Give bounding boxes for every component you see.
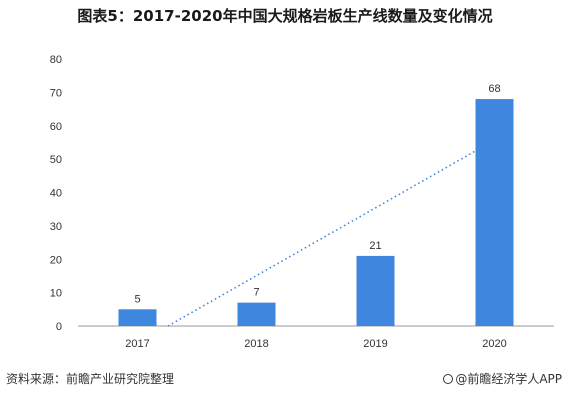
bar [475, 99, 514, 326]
data-label: 68 [488, 83, 500, 95]
y-tick-label: 10 [50, 288, 62, 300]
bars [118, 99, 514, 326]
y-tick-label: 50 [50, 154, 62, 166]
y-tick-label: 30 [50, 221, 62, 233]
x-tick-label: 2019 [363, 338, 387, 350]
y-tick-label: 40 [50, 188, 62, 200]
brand-text: @前瞻经济学人APP [455, 372, 562, 386]
x-tick-label: 2020 [482, 338, 506, 350]
y-axis-ticks: 0 10 20 30 40 50 60 70 80 [50, 54, 62, 333]
x-axis-ticks: 2017 2018 2019 2020 [125, 338, 506, 350]
y-tick-label: 0 [56, 321, 62, 333]
brand-credit: @前瞻经济学人APP [443, 370, 562, 387]
y-tick-label: 20 [50, 254, 62, 266]
data-label: 7 [253, 287, 259, 299]
y-tick-label: 80 [50, 54, 62, 66]
bar [237, 302, 276, 326]
trendline [167, 139, 495, 327]
y-tick-label: 60 [50, 121, 62, 133]
source-note: 资料来源：前瞻产业研究院整理 [6, 372, 175, 386]
chart-title: 图表5：2017-2020年中国大规格岩板生产线数量及变化情况 [77, 7, 493, 25]
brand-icon [443, 374, 454, 384]
x-tick-label: 2017 [125, 338, 149, 350]
trendline-path [167, 139, 495, 327]
data-label: 21 [369, 240, 381, 252]
y-tick-label: 70 [50, 87, 62, 99]
data-labels: 5 7 21 68 [134, 83, 500, 305]
data-label: 5 [134, 293, 140, 305]
x-tick-label: 2018 [244, 338, 268, 350]
bar [356, 255, 395, 326]
bar [118, 309, 157, 326]
